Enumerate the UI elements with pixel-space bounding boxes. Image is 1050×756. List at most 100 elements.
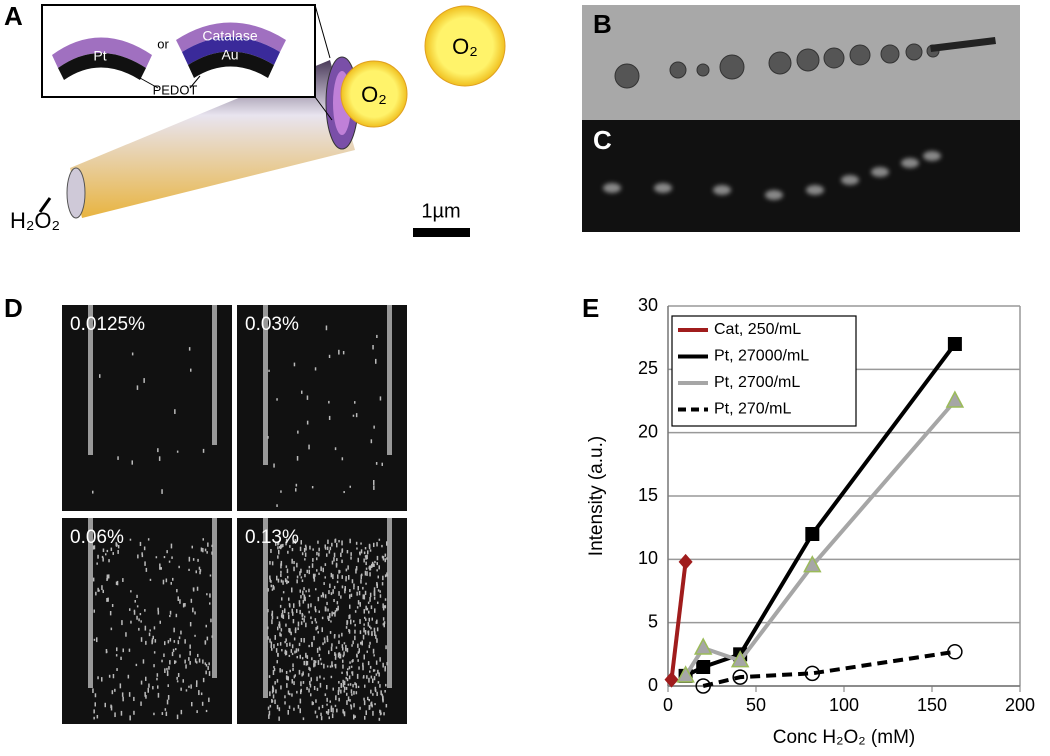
particle (330, 707, 333, 713)
channel-wall (88, 305, 93, 455)
particle (269, 638, 271, 643)
particle (294, 627, 297, 631)
pedot-layer (188, 51, 274, 78)
particle (327, 539, 329, 544)
particle (95, 591, 97, 596)
particle (297, 621, 300, 627)
particle (269, 575, 271, 580)
particle (99, 374, 101, 378)
particle (348, 629, 351, 634)
glow-spots (603, 151, 941, 200)
panel-label: A (4, 1, 23, 31)
bubble (905, 43, 923, 61)
particle (164, 668, 166, 673)
particle (302, 671, 304, 676)
particle (188, 657, 190, 661)
particle (377, 601, 379, 604)
particle (314, 573, 316, 577)
particle (355, 541, 358, 545)
particle (326, 553, 328, 557)
particle (271, 561, 274, 566)
marker (676, 665, 695, 683)
particle (355, 566, 358, 571)
particle (352, 684, 354, 688)
particle (376, 569, 378, 572)
particle (204, 662, 207, 665)
particle (93, 638, 96, 641)
legend-label: Pt, 270/mL (714, 401, 791, 418)
particle (296, 690, 298, 694)
particle (288, 654, 291, 657)
particle (211, 635, 213, 638)
legend-box (671, 315, 857, 427)
particle (373, 542, 375, 548)
particle (382, 617, 385, 621)
particle (346, 648, 349, 653)
particle (94, 702, 96, 707)
particle (347, 565, 349, 570)
particle (309, 680, 311, 685)
particle (368, 677, 370, 683)
particle (152, 686, 154, 690)
particle (309, 684, 312, 688)
particle (161, 659, 163, 663)
particle (169, 638, 172, 642)
x-tick-label: 50 (746, 695, 766, 715)
marker (695, 678, 711, 694)
particle (370, 689, 372, 694)
particle (269, 691, 271, 697)
particle (324, 544, 326, 549)
particle (144, 609, 146, 612)
particle (188, 556, 191, 562)
particle (171, 651, 174, 657)
particle (144, 691, 146, 697)
particle (326, 638, 329, 643)
particle (378, 717, 381, 721)
particle (289, 628, 291, 634)
particle (369, 625, 371, 628)
particle (363, 627, 365, 633)
particle (306, 569, 308, 574)
particle (153, 651, 156, 654)
particle (180, 687, 182, 691)
particle (192, 558, 195, 561)
particle (353, 690, 355, 695)
particle (148, 632, 151, 637)
particle (326, 685, 328, 690)
particle (185, 664, 187, 669)
y-tick-label: 10 (638, 548, 658, 568)
particle (267, 609, 269, 613)
particle (271, 619, 273, 625)
zoom-line (314, 4, 331, 59)
particle (169, 610, 172, 615)
particle (351, 644, 353, 647)
particle (328, 716, 330, 720)
particle (282, 591, 285, 594)
particle (372, 345, 374, 350)
particle (335, 695, 337, 701)
particle (287, 575, 289, 579)
particle (330, 675, 333, 679)
particle (189, 650, 191, 656)
particle (334, 652, 336, 656)
particle (311, 621, 313, 624)
particle (374, 608, 376, 613)
particle (341, 559, 343, 564)
particle (350, 552, 352, 556)
particle (316, 715, 318, 719)
particle (322, 642, 324, 646)
particle (369, 592, 372, 598)
particle (274, 635, 276, 640)
particle (111, 690, 114, 695)
particle (354, 715, 356, 718)
particle (280, 490, 282, 493)
particle (211, 544, 213, 548)
particle (303, 615, 306, 618)
particle (346, 671, 348, 676)
particle (386, 557, 388, 560)
particle (184, 659, 186, 664)
particle (291, 548, 294, 552)
rod (70, 60, 355, 218)
particle (279, 623, 281, 629)
